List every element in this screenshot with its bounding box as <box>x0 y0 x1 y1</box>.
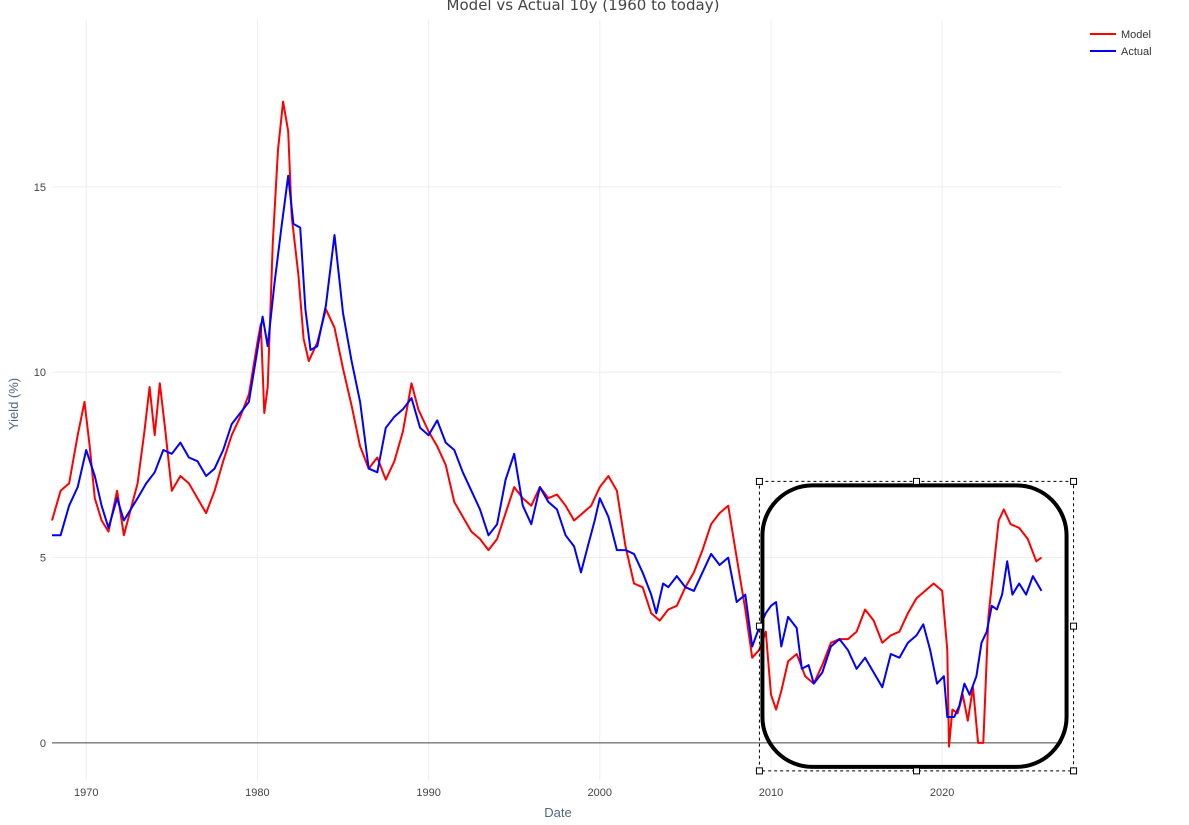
y-tick-label: 15 <box>34 182 46 194</box>
resize-handle[interactable] <box>755 767 763 775</box>
resize-handle[interactable] <box>1070 477 1078 485</box>
x-tick-label: 2000 <box>588 787 612 799</box>
x-tick-label: 1970 <box>74 787 98 799</box>
series-line-model <box>51 100 1043 748</box>
axis-layer: 1970 1980 1990 2000 2010 2020 0 5 10 15 <box>34 182 1062 799</box>
y-tick-label: 10 <box>34 367 46 379</box>
x-tick-label: 2010 <box>759 787 783 799</box>
resize-handle[interactable] <box>912 767 920 775</box>
resize-handle[interactable] <box>755 477 763 485</box>
x-tick-label: 1990 <box>416 787 440 799</box>
annotation-layer <box>755 477 1078 775</box>
y-axis-title: Yield (%) <box>6 378 21 430</box>
selection-frame[interactable] <box>758 480 1075 772</box>
highlight-rounded-box[interactable] <box>760 483 1069 769</box>
series-layer <box>51 100 1043 748</box>
legend-actual-label[interactable]: Actual <box>1121 46 1152 58</box>
x-axis-title: Date <box>544 805 571 820</box>
y-tick-label: 0 <box>40 738 46 750</box>
resize-handle[interactable] <box>1070 622 1078 630</box>
x-tick-label: 1980 <box>245 787 269 799</box>
chart-title: Model vs Actual 10y (1960 to today) <box>447 0 720 14</box>
legend-model-label[interactable]: Model <box>1121 29 1151 41</box>
resize-handle[interactable] <box>755 622 763 630</box>
resize-handle[interactable] <box>1070 767 1078 775</box>
legend[interactable]: Model Actual <box>1090 29 1152 58</box>
y-tick-label: 5 <box>40 553 46 565</box>
series-line-actual <box>52 174 1043 718</box>
grid-layer <box>52 20 1062 780</box>
resize-handle[interactable] <box>912 477 920 485</box>
x-tick-label: 2020 <box>930 787 954 799</box>
